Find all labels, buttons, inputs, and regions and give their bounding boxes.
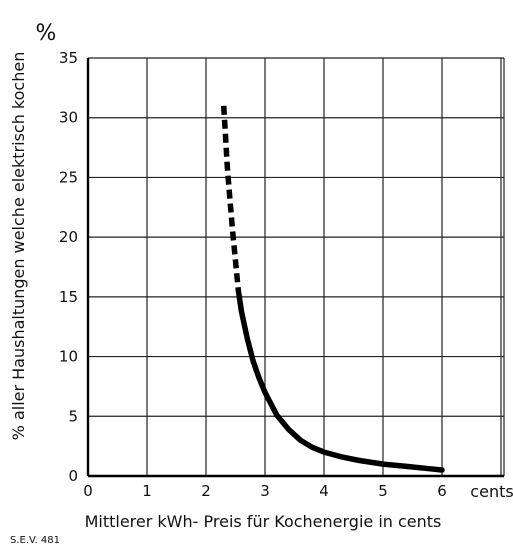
x-tick-label: 2 [201, 482, 211, 500]
y-tick-label: 25 [59, 168, 78, 186]
y-unit-label: % [36, 21, 57, 46]
y-tick-label: 35 [59, 49, 78, 67]
x-tick-label: 1 [142, 482, 152, 500]
x-tick-label: 3 [260, 482, 270, 500]
x-unit-label: cents [470, 482, 513, 501]
y-tick-label: 30 [59, 109, 78, 127]
y-tick-label: 20 [59, 228, 78, 246]
x-tick-label: 6 [437, 482, 447, 500]
y-tick-label: 10 [59, 348, 78, 366]
y-tick-label: 5 [68, 407, 78, 425]
x-tick-label: 4 [319, 482, 329, 500]
x-axis-title: Mittlerer kWh- Preis für Kochenergie in … [85, 512, 442, 531]
figure-code: S.E.V. 481 [10, 535, 60, 546]
curve-solid-segment [235, 288, 445, 473]
y-tick-label: 0 [68, 467, 78, 485]
y-axis-title: % aller Haushaltungen welche elektrisch … [9, 52, 28, 441]
x-tick-label: 5 [378, 482, 388, 500]
curve-dashed-segment [220, 105, 242, 292]
y-tick-label: 15 [59, 288, 78, 306]
x-tick-label: 0 [83, 482, 93, 500]
